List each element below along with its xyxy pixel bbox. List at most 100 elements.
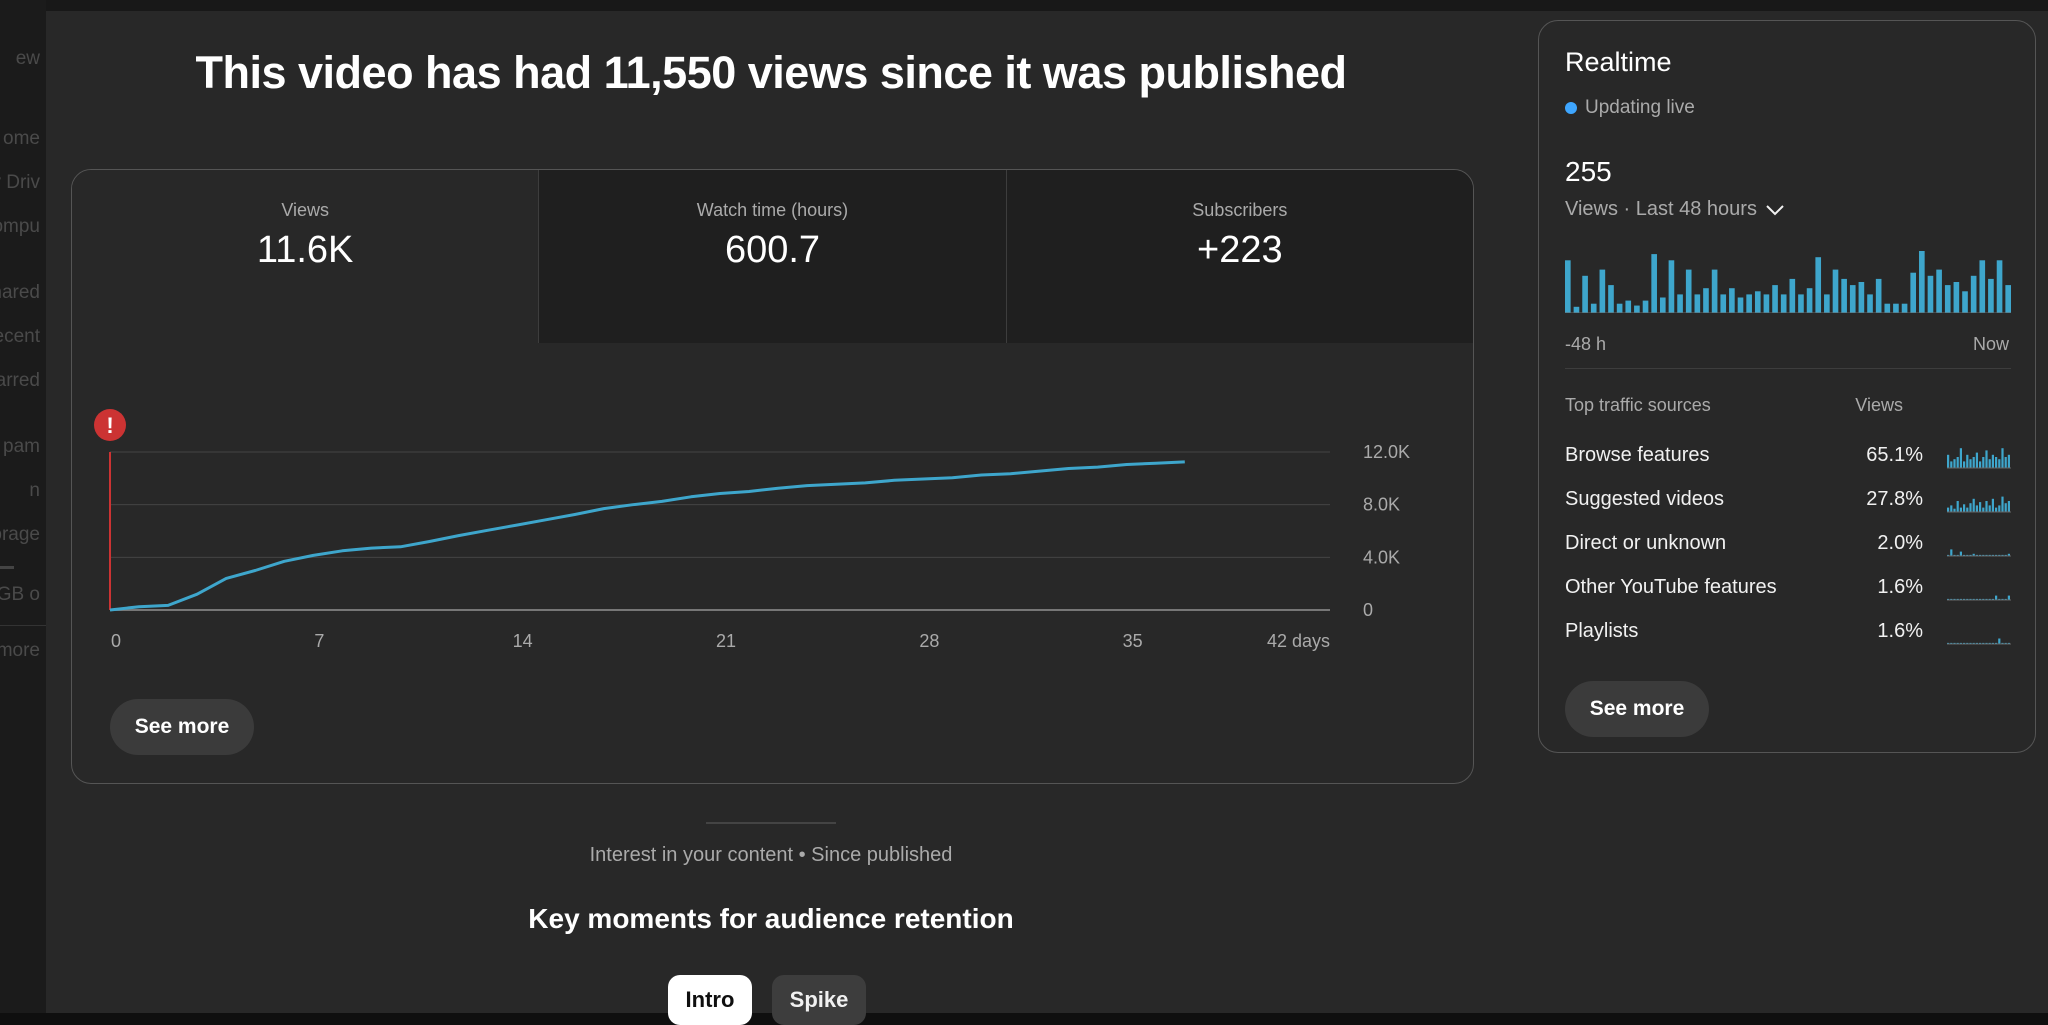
interest-subtitle: Interest in your content • Since publish… xyxy=(589,844,953,866)
sparkline-bar xyxy=(1950,461,1953,468)
overview-card: Views 11.6K Watch time (hours) 600.7 Sub… xyxy=(71,169,1474,784)
realtime-count: 255 xyxy=(1565,156,1612,187)
realtime-bar xyxy=(1910,272,1917,313)
x-tick-label: 14 xyxy=(513,631,533,651)
realtime-bar xyxy=(1651,254,1657,313)
sidebar-item-trash[interactable]: n xyxy=(29,480,40,501)
sidebar-item-recent[interactable]: ecent xyxy=(0,326,40,347)
sparkline-bar xyxy=(1972,553,1975,556)
sparkline-bar xyxy=(1979,598,1982,600)
realtime-bar xyxy=(1703,288,1709,313)
period-dropdown[interactable]: Views · Last 48 hours xyxy=(1565,198,1785,221)
sidebar-item-my-drive[interactable]: y Driv xyxy=(0,172,40,193)
sparkline-bar xyxy=(2004,503,2007,512)
sparkline-bar xyxy=(1963,504,1966,512)
sparkline-bar xyxy=(1988,642,1991,644)
live-indicator: Updating live xyxy=(1565,97,1695,119)
sparkline-bar xyxy=(1972,457,1975,468)
sparkline-bar xyxy=(1991,454,1994,468)
traffic-source-row[interactable]: Suggested videos 27.8% xyxy=(1565,480,2011,520)
realtime-bar xyxy=(1677,294,1683,313)
sparkline-bar xyxy=(1956,554,1959,556)
sparkline-bar xyxy=(1985,501,1988,512)
see-more-button[interactable]: See more xyxy=(110,699,254,755)
sidebar-item-computers[interactable]: ompu xyxy=(0,216,40,237)
sparkline-bar xyxy=(1998,505,2001,512)
chip-spike[interactable]: Spike xyxy=(772,975,866,1025)
realtime-bar xyxy=(1746,294,1752,313)
traffic-source-row[interactable]: Browse features 65.1% xyxy=(1565,436,2011,476)
sparkline-bar xyxy=(1953,554,1956,556)
traffic-source-row[interactable]: Other YouTube features 1.6% xyxy=(1565,568,2011,608)
metric-value: 600.7 xyxy=(724,229,821,271)
sparkline-bar xyxy=(1950,549,1953,556)
sidebar-item-more[interactable]: more xyxy=(0,640,40,661)
realtime-bar xyxy=(1953,282,1960,313)
sparkline-bar xyxy=(2007,501,2010,512)
sparkline-bar xyxy=(2007,595,2010,600)
sparkline-bar xyxy=(1959,551,1962,556)
sparkline-bar xyxy=(1963,598,1966,600)
analytics-main: This video has had 11,550 views since it… xyxy=(46,11,2048,1025)
sparkline-bar xyxy=(1959,598,1962,600)
page-title: This video has had 11,550 views since it… xyxy=(195,47,1347,98)
sparkline-bar xyxy=(2001,448,2004,468)
traffic-source-percent: 27.8% xyxy=(1866,488,1923,510)
sparkline-bar xyxy=(1969,554,1972,556)
sparkline-bar xyxy=(1959,507,1962,512)
x-tick-label: 21 xyxy=(716,631,736,651)
realtime-bar xyxy=(1849,285,1856,313)
sparkline-bar xyxy=(1956,598,1959,600)
realtime-bar xyxy=(1867,294,1873,313)
metric-label: Subscribers xyxy=(1192,200,1288,220)
views-series-line xyxy=(109,460,1185,612)
realtime-bar xyxy=(1962,291,1968,313)
sparkline-bar xyxy=(1995,507,1998,512)
sparkline-bar xyxy=(2001,642,2004,644)
sparkline-bar xyxy=(1947,598,1950,600)
sparkline-bar xyxy=(1966,454,1969,468)
sparkline-bar xyxy=(1982,457,1985,468)
realtime-bar xyxy=(1772,285,1778,313)
realtime-bar xyxy=(1970,275,1977,313)
sparkline-bar xyxy=(2007,642,2010,644)
sparkline-bar xyxy=(2004,457,2007,468)
realtime-bar xyxy=(1979,260,1986,313)
sparkline-bar xyxy=(1982,598,1985,600)
sidebar-item-storage[interactable]: torage xyxy=(0,524,40,545)
sidebar-item-shared[interactable]: hared xyxy=(0,282,40,303)
metric-tile-views[interactable]: Views 11.6K xyxy=(72,170,539,343)
realtime-bar-chart xyxy=(1565,251,2011,313)
realtime-bar xyxy=(1789,278,1796,313)
sparkline-bar xyxy=(1995,554,1998,556)
sparkline-bar xyxy=(1947,642,1950,644)
live-dot-icon xyxy=(1565,102,1577,114)
realtime-bar xyxy=(1841,278,1847,313)
realtime-see-more-button[interactable]: See more xyxy=(1565,681,1709,737)
traffic-source-row[interactable]: Direct or unknown 2.0% xyxy=(1565,524,2011,564)
metric-tile-watch-time[interactable]: Watch time (hours) 600.7 xyxy=(538,170,1006,343)
sparkline-bar xyxy=(1988,459,1991,468)
sidebar-item-spam[interactable]: pam xyxy=(3,436,40,457)
traffic-source-row[interactable]: Playlists 1.6% xyxy=(1565,612,2011,652)
traffic-source-name: Playlists xyxy=(1565,620,1639,642)
sparkline-bar xyxy=(1998,598,2001,600)
sparkline-bar xyxy=(1966,598,1969,600)
sparkline-bar xyxy=(1953,459,1956,468)
x-tick-label: 35 xyxy=(1123,631,1143,651)
metric-value: 11.6K xyxy=(256,229,354,271)
chip-intro[interactable]: Intro xyxy=(668,975,752,1025)
sparkline-bar xyxy=(1975,505,1978,512)
sparkline-bar xyxy=(1953,598,1956,600)
realtime-card: Realtime Updating live 255 Views · Last … xyxy=(1538,20,2036,753)
sparkline-bar xyxy=(1998,554,2001,556)
metric-tile-subscribers[interactable]: Subscribers +223 xyxy=(1005,170,1473,343)
realtime-bar xyxy=(1780,294,1787,313)
sidebar-item-new[interactable]: ew xyxy=(15,48,40,69)
key-moments-heading: Key moments for audience retention xyxy=(528,903,1014,934)
sidebar-item-home[interactable]: ome xyxy=(3,128,40,149)
metric-value: +223 xyxy=(1197,229,1283,271)
sparkline-bar xyxy=(1959,642,1962,644)
